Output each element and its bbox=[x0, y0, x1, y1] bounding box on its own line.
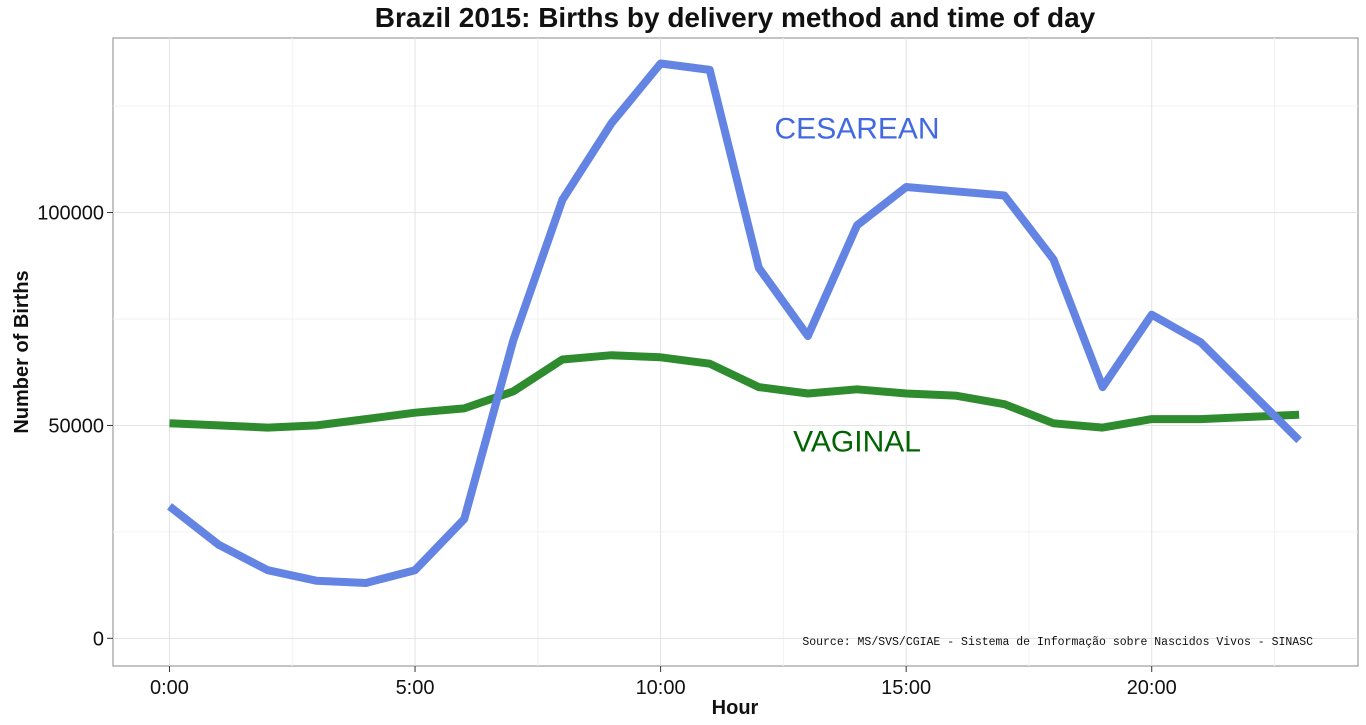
series-label-cesarean: CESAREAN bbox=[775, 112, 940, 145]
series-label-vaginal: VAGINAL bbox=[793, 425, 921, 458]
source-note: Source: MS/SVS/CGIAE - Sistema de Inform… bbox=[802, 636, 1313, 649]
x-tick-label: 10:00 bbox=[636, 677, 686, 699]
plot-panel bbox=[112, 37, 1359, 667]
series-lines bbox=[167, 59, 1302, 587]
axis-ticks: 0:00 5:00 10:00 15:00 20:00 0 50000 100000 bbox=[37, 203, 1177, 699]
grid bbox=[113, 38, 1358, 666]
y-tick-label: 0 bbox=[93, 628, 104, 650]
x-axis-title: Hour bbox=[712, 697, 759, 719]
x-tick-label: 15:00 bbox=[881, 677, 931, 699]
x-tick-label: 20:00 bbox=[1127, 677, 1177, 699]
series-line-vaginal bbox=[169, 351, 1300, 432]
chart-title: Brazil 2015: Births by delivery method a… bbox=[374, 2, 1096, 33]
x-tick-label: 0:00 bbox=[150, 677, 189, 699]
x-tick-label: 5:00 bbox=[396, 677, 435, 699]
y-tick-label: 100000 bbox=[37, 203, 104, 225]
y-tick-label: 50000 bbox=[48, 415, 104, 437]
y-axis-title: Number of Births bbox=[11, 270, 33, 433]
series-line-cesarean bbox=[167, 59, 1302, 587]
annotations: CESAREAN VAGINAL bbox=[775, 112, 940, 458]
